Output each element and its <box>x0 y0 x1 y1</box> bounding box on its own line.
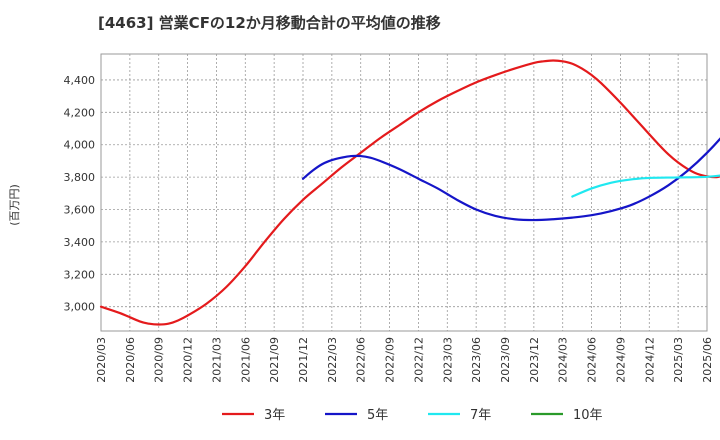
x-tick-label: 2022/09 <box>384 337 397 383</box>
y-tick-label: 3,400 <box>64 236 96 249</box>
y-tick-label: 3,000 <box>64 301 96 314</box>
grid-lines <box>100 54 708 331</box>
x-tick-label: 2023/03 <box>441 337 454 383</box>
x-tick-label: 2023/12 <box>528 337 541 383</box>
x-tick-label: 2020/09 <box>153 337 166 383</box>
x-tick-label: 2025/03 <box>672 337 685 383</box>
legend-label: 5年 <box>367 408 388 423</box>
y-tick-label: 3,200 <box>64 268 96 281</box>
series-line-7年 <box>571 174 720 198</box>
y-axis-ticks: 3,000 3,200 3,400 3,600 3,800 4,000 4,200 4,400 <box>64 74 96 314</box>
legend: 3年 5年 7年 10年 <box>222 408 603 423</box>
x-tick-label: 2020/12 <box>182 337 195 383</box>
x-tick-label: 2021/12 <box>297 337 310 383</box>
x-tick-label: 2020/03 <box>95 337 108 383</box>
y-tick-label: 4,200 <box>64 106 96 119</box>
x-tick-label: 2023/09 <box>499 337 512 383</box>
series-lines <box>99 59 720 326</box>
y-tick-label: 4,000 <box>64 139 96 152</box>
x-tick-label: 2024/03 <box>557 337 570 383</box>
x-tick-label: 2021/06 <box>239 337 252 383</box>
y-tick-label: 4,400 <box>64 74 96 87</box>
legend-label: 3年 <box>264 408 285 423</box>
x-tick-label: 2021/03 <box>210 337 223 383</box>
x-tick-label: 2022/06 <box>355 337 368 383</box>
legend-label: 7年 <box>470 408 491 423</box>
x-tick-label: 2020/06 <box>124 337 137 383</box>
x-tick-label: 2024/06 <box>586 337 599 383</box>
x-tick-label: 2024/12 <box>643 337 656 383</box>
y-tick-label: 3,600 <box>64 204 96 217</box>
y-axis-label: (百万円) <box>8 184 21 226</box>
x-tick-label: 2022/03 <box>326 337 339 383</box>
series-line-3年 <box>99 59 720 326</box>
series-line-5年 <box>301 137 720 222</box>
chart-title: [4463] 営業CFの12か月移動合計の平均値の推移 <box>98 14 441 32</box>
legend-label: 10年 <box>573 408 603 423</box>
x-tick-label: 2021/09 <box>268 337 281 383</box>
x-tick-label: 2022/12 <box>412 337 425 383</box>
y-tick-label: 3,800 <box>64 171 96 184</box>
x-tick-label: 2025/06 <box>701 337 714 383</box>
plot-area <box>100 53 708 332</box>
x-tick-label: 2024/09 <box>614 337 627 383</box>
x-axis-ticks: 2020/03 2020/06 2020/09 2020/12 2021/03 2021/… <box>95 337 714 383</box>
x-tick-label: 2023/06 <box>470 337 483 383</box>
